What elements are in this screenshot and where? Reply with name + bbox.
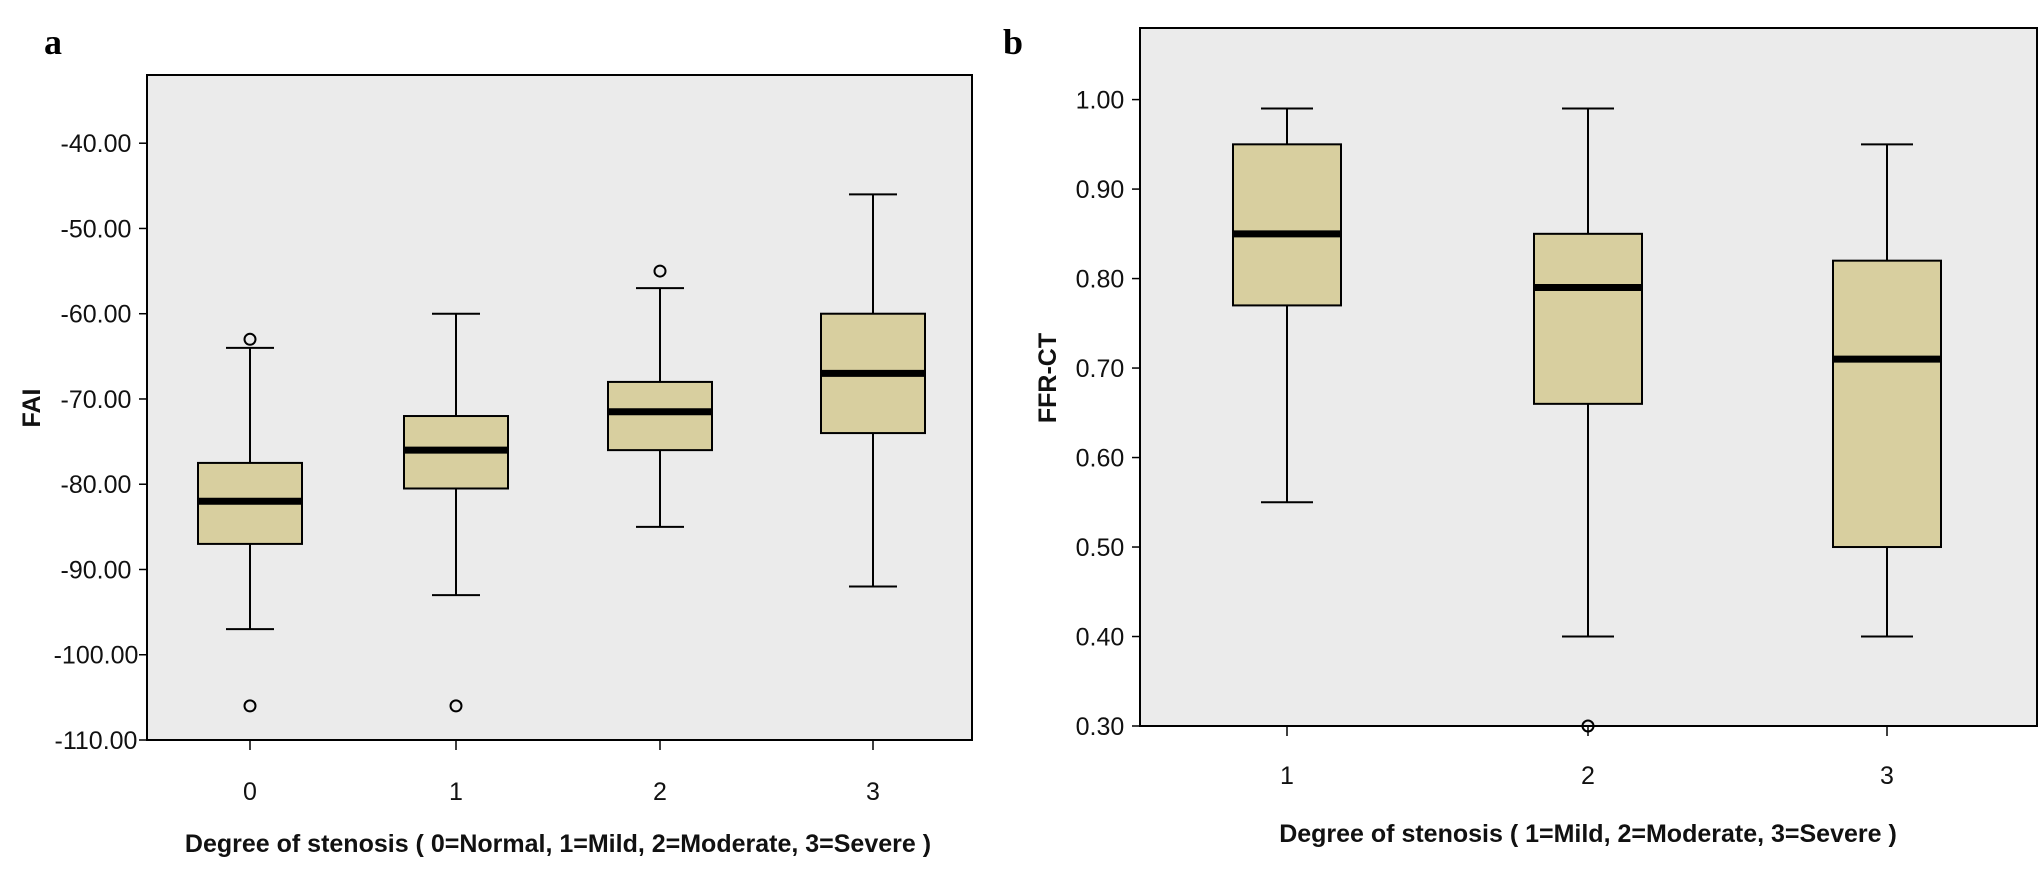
y-tick-label: 0.70	[1076, 355, 1125, 383]
y-tick-label: 0.50	[1076, 534, 1125, 562]
x-tick-label: 1	[1280, 762, 1294, 790]
box-group-1	[1232, 107, 1342, 504]
y-tick-label: 0.80	[1076, 266, 1125, 294]
y-tick-label: 1.00	[1076, 87, 1125, 115]
x-tick-label: 2	[1581, 762, 1595, 790]
box-group-3	[1832, 143, 1942, 638]
x-axis-title-b: Degree of stenosis ( 1=Mild, 2=Moderate,…	[1279, 820, 1897, 848]
x-axis-a: 0 1 2 3	[243, 740, 880, 806]
box-group-2	[1533, 107, 1643, 733]
chart-marks-b	[1232, 107, 1942, 733]
y-axis-title-b: FFR-CT	[1034, 333, 1062, 423]
y-tick-label: -90.00	[61, 556, 132, 584]
y-tick-label: -100.00	[54, 642, 139, 670]
panel-label-a: a	[44, 22, 62, 62]
y-axis-title-a: FAI	[18, 389, 46, 428]
x-axis-title-a: Degree of stenosis ( 0=Normal, 1=Mild, 2…	[185, 830, 931, 858]
panel-b: b 1.00 0.90 0.80 0.70 0.60 0.50 0.40 0.30 1 2 3 D…	[1003, 22, 2038, 848]
chart-marks-a	[197, 193, 926, 713]
box-group-2	[607, 264, 713, 528]
y-tick-label: -50.00	[61, 215, 132, 243]
x-tick-label: 0	[243, 778, 257, 806]
box-group-1	[403, 312, 509, 713]
iqr-box	[1832, 259, 1942, 549]
outlier-point	[243, 332, 257, 346]
y-tick-label: 0.40	[1076, 624, 1125, 652]
iqr-box	[607, 380, 713, 452]
y-tick-label: 0.60	[1076, 445, 1125, 473]
y-tick-label: 0.30	[1076, 713, 1125, 741]
outlier-point	[653, 264, 667, 278]
y-tick-label: -110.00	[55, 727, 138, 755]
x-axis-b: 1 2 3	[1280, 726, 1894, 790]
y-tick-label: 0.90	[1076, 176, 1125, 204]
box-group-3	[820, 193, 926, 588]
y-axis-b: 1.00 0.90 0.80 0.70 0.60 0.50 0.40 0.30	[1076, 87, 1140, 741]
outlier-point	[243, 699, 257, 713]
box-group-0	[197, 332, 303, 713]
x-tick-label: 2	[653, 778, 667, 806]
panel-label-b: b	[1003, 22, 1023, 62]
x-tick-label: 3	[1880, 762, 1894, 790]
y-tick-label: -80.00	[61, 471, 132, 499]
iqr-box	[1232, 143, 1342, 307]
iqr-box	[1533, 232, 1643, 405]
y-tick-label: -60.00	[61, 301, 132, 329]
y-tick-label: -70.00	[61, 386, 132, 414]
x-tick-label: 1	[449, 778, 463, 806]
y-tick-label: -40.00	[61, 130, 132, 158]
y-axis-a: -40.00 -50.00 -60.00 -70.00 -80.00 -90.00 -100…	[54, 130, 147, 755]
x-tick-label: 3	[866, 778, 880, 806]
panel-a: a -40.00 -50.00 -60.00 -70.00 -80.00 -90.00 -1…	[18, 22, 973, 858]
outlier-point	[449, 699, 463, 713]
